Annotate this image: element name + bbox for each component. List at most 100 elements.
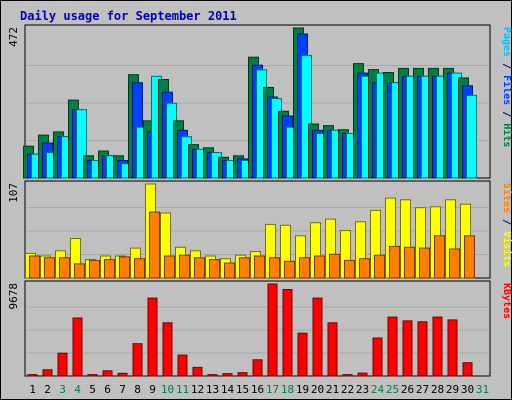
bar-visits-sites-day-29 bbox=[449, 248, 460, 279]
x-tick-label-12: 12 bbox=[191, 383, 204, 396]
bar-kbytes-kbytes-day-23 bbox=[357, 372, 368, 377]
x-axis: 1 2 3 4 5 6 7 8 9 10 11 12 13 14 15 16 17 18 19 20 21 22 23 24 2… bbox=[29, 383, 489, 396]
x-tick-label-19: 19 bbox=[296, 383, 309, 396]
x-tick-label-17: 17 bbox=[266, 383, 279, 396]
x-tick-label-1: 1 bbox=[29, 383, 36, 396]
bar-kbytes-kbytes-day-10 bbox=[162, 322, 173, 377]
bar-kbytes-kbytes-day-5 bbox=[87, 374, 98, 377]
x-tick-label-15: 15 bbox=[236, 383, 249, 396]
bar-kbytes-kbytes-day-20 bbox=[312, 297, 323, 377]
x-tick-label-30: 30 bbox=[461, 383, 474, 396]
bar-kbytes-kbytes-day-4 bbox=[72, 317, 83, 377]
x-tick-label-6: 6 bbox=[104, 383, 111, 396]
x-tick-label-24: 24 bbox=[371, 383, 385, 396]
bar-kbytes-kbytes-day-12 bbox=[192, 366, 203, 377]
bar-visits-sites-day-13 bbox=[209, 259, 220, 279]
bar-visits-sites-day-20 bbox=[314, 255, 325, 279]
bar-visits-sites-day-22 bbox=[344, 259, 355, 279]
panel-kbytes-max-label: 9678 bbox=[7, 283, 20, 310]
x-tick-label-28: 28 bbox=[431, 383, 444, 396]
bar-kbytes-kbytes-day-19 bbox=[297, 332, 308, 377]
bar-visits-sites-day-6 bbox=[104, 259, 115, 279]
bar-kbytes-kbytes-day-2 bbox=[42, 369, 53, 377]
bar-kbytes-kbytes-day-17 bbox=[267, 283, 278, 377]
bar-kbytes-kbytes-day-1 bbox=[27, 374, 38, 377]
bar-kbytes-kbytes-day-30 bbox=[462, 362, 473, 377]
panel-visits-legend-part-1: / bbox=[501, 213, 512, 231]
x-tick-label-21: 21 bbox=[326, 383, 339, 396]
bar-visits-sites-day-17 bbox=[269, 257, 280, 279]
bar-visits-sites-day-10 bbox=[164, 255, 175, 279]
bar-kbytes-kbytes-day-29 bbox=[447, 319, 458, 377]
panel-hits-legend-part-2: Files bbox=[501, 75, 512, 105]
bar-kbytes-kbytes-day-21 bbox=[327, 322, 338, 377]
bar-kbytes-kbytes-day-22 bbox=[342, 374, 353, 377]
x-tick-label-8: 8 bbox=[134, 383, 141, 396]
panel-hits-legend-part-4: Hits bbox=[501, 123, 512, 147]
panel-visits: 107 Sites / Visits bbox=[7, 180, 512, 279]
x-tick-label-26: 26 bbox=[401, 383, 414, 396]
bar-visits-sites-day-15 bbox=[239, 257, 250, 279]
bar-kbytes-kbytes-day-28 bbox=[432, 316, 443, 377]
bar-visits-sites-day-25 bbox=[389, 245, 400, 279]
bar-kbytes-kbytes-day-16 bbox=[252, 359, 263, 377]
bar-kbytes-kbytes-day-13 bbox=[207, 374, 218, 377]
bar-kbytes-kbytes-day-27 bbox=[417, 321, 428, 377]
bar-kbytes-kbytes-day-7 bbox=[117, 372, 128, 377]
bar-visits-sites-day-9 bbox=[149, 211, 160, 279]
x-tick-label-31: 31 bbox=[476, 383, 489, 396]
panel-kbytes-legend-part-0: KBytes bbox=[501, 283, 512, 319]
bar-visits-sites-day-2 bbox=[44, 257, 55, 279]
bar-visits-sites-day-18 bbox=[284, 260, 295, 279]
panel-hits-legend-part-0: Pages bbox=[501, 27, 512, 57]
chart-title: Daily usage for September 2011 bbox=[20, 9, 237, 23]
x-tick-label-4: 4 bbox=[74, 383, 81, 396]
bar-kbytes-kbytes-day-15 bbox=[237, 372, 248, 377]
bar-visits-sites-day-30 bbox=[464, 235, 475, 279]
chart-panels: 472 Pages / Files / Hits 107 Sites / Visits… bbox=[7, 24, 512, 377]
bar-kbytes-kbytes-day-14 bbox=[222, 373, 233, 377]
bar-kbytes-kbytes-day-3 bbox=[57, 352, 68, 377]
bar-hits-pages-day-19 bbox=[301, 55, 312, 179]
x-tick-label-10: 10 bbox=[161, 383, 174, 396]
bar-hits-pages-day-4 bbox=[76, 109, 87, 179]
bar-visits-sites-day-4 bbox=[74, 263, 85, 279]
bar-visits-sites-day-19 bbox=[299, 257, 310, 279]
x-tick-label-22: 22 bbox=[341, 383, 354, 396]
panel-hits: 472 Pages / Files / Hits bbox=[7, 24, 512, 179]
x-tick-label-18: 18 bbox=[281, 383, 294, 396]
bar-kbytes-kbytes-day-9 bbox=[147, 297, 158, 377]
panel-kbytes: 9678 KBytes bbox=[7, 280, 512, 377]
x-tick-label-23: 23 bbox=[356, 383, 369, 396]
bar-kbytes-kbytes-day-24 bbox=[372, 337, 383, 377]
bar-visits-sites-day-1 bbox=[29, 255, 40, 279]
bar-visits-sites-day-26 bbox=[404, 246, 415, 279]
bar-kbytes-kbytes-day-8 bbox=[132, 343, 143, 377]
panel-hits-max-label: 472 bbox=[7, 27, 20, 47]
bar-hits-pages-day-30 bbox=[466, 94, 477, 179]
bar-visits-sites-day-8 bbox=[134, 258, 145, 279]
x-tick-label-14: 14 bbox=[221, 383, 235, 396]
x-tick-label-3: 3 bbox=[59, 383, 66, 396]
bar-kbytes-kbytes-day-25 bbox=[387, 316, 398, 377]
x-tick-label-2: 2 bbox=[44, 383, 51, 396]
panel-hits-legend-part-3: / bbox=[501, 105, 512, 123]
bar-kbytes-kbytes-day-6 bbox=[102, 370, 113, 377]
panel-visits-max-label: 107 bbox=[7, 183, 20, 203]
bar-visits-sites-day-14 bbox=[224, 262, 235, 279]
bar-visits-sites-day-21 bbox=[329, 253, 340, 279]
x-tick-label-27: 27 bbox=[416, 383, 429, 396]
panel-visits-legend-part-0: Sites bbox=[501, 183, 512, 213]
x-tick-label-11: 11 bbox=[176, 383, 189, 396]
panel-hits-legend-part-1: / bbox=[501, 57, 512, 75]
bar-visits-sites-day-5 bbox=[89, 259, 100, 279]
panel-visits-legend: Sites / Visits bbox=[501, 183, 512, 267]
x-tick-label-29: 29 bbox=[446, 383, 459, 396]
x-tick-label-9: 9 bbox=[149, 383, 156, 396]
bar-visits-sites-day-24 bbox=[374, 254, 385, 279]
bar-kbytes-kbytes-day-11 bbox=[177, 354, 188, 377]
x-tick-label-5: 5 bbox=[89, 383, 96, 396]
bar-kbytes-kbytes-day-18 bbox=[282, 289, 293, 377]
